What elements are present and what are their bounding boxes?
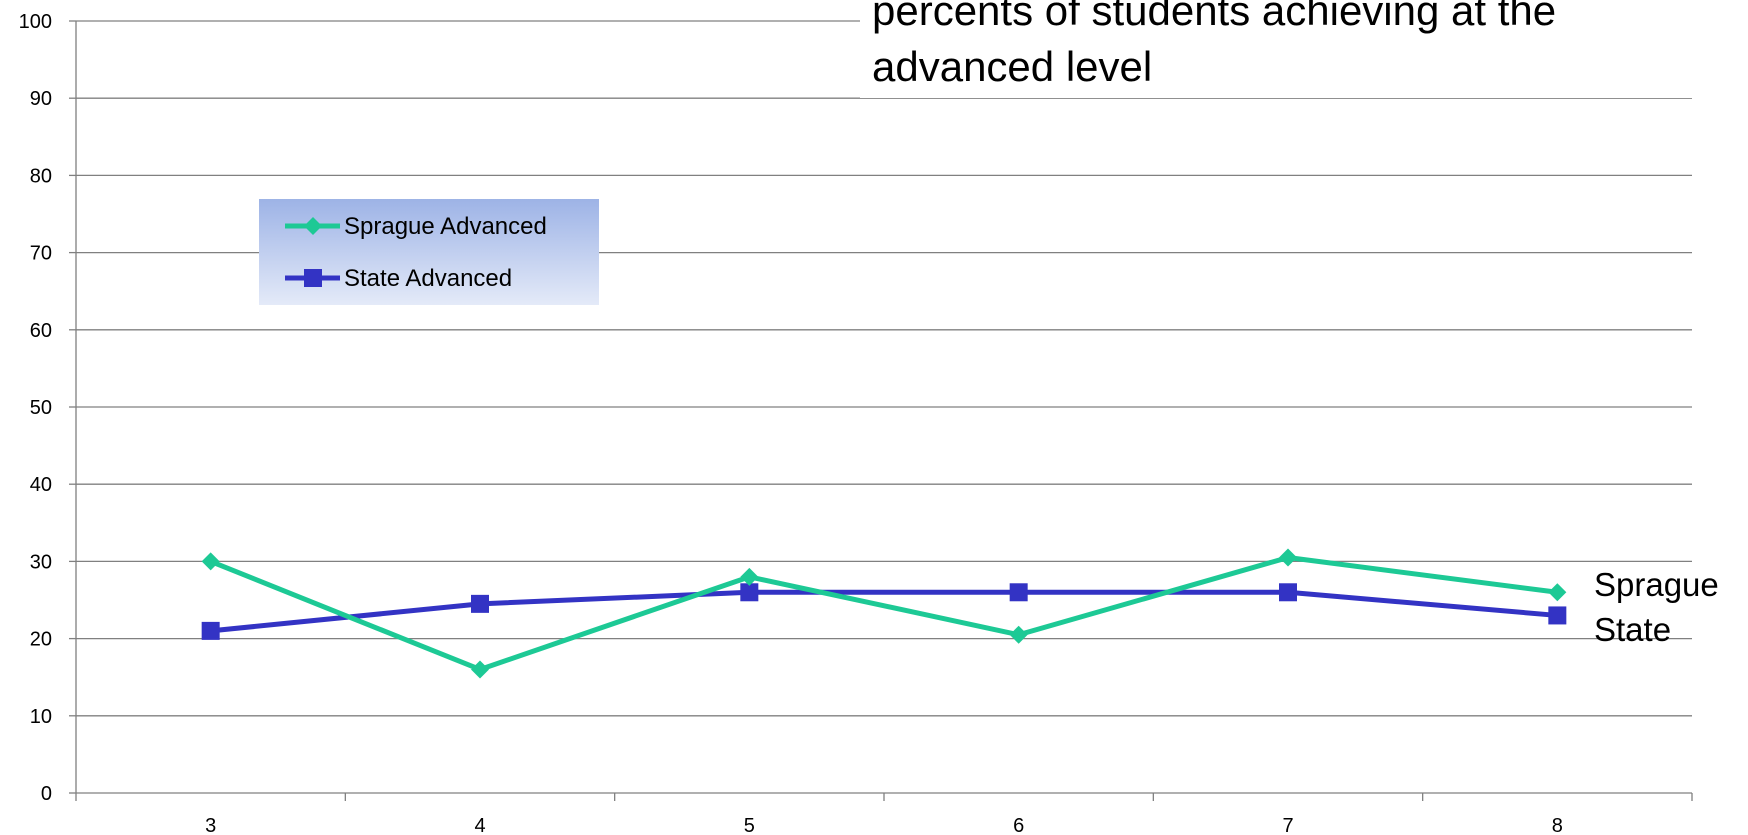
data-point: [201, 621, 220, 640]
legend: Sprague Advanced State Advanced: [259, 199, 599, 305]
data-point: [471, 660, 489, 679]
data-point: [740, 567, 759, 586]
legend-box: [259, 199, 599, 305]
chart-title: percents of students achieving at the ad…: [860, 0, 1748, 98]
y-tick-label: 70: [30, 243, 52, 265]
y-tick-label: 50: [30, 397, 52, 419]
data-point: [1548, 606, 1567, 625]
legend-label: State Advanced: [344, 265, 512, 292]
data-point: [471, 594, 489, 613]
x-tick-label: 7: [1282, 815, 1293, 835]
y-tick-label: 90: [30, 88, 52, 110]
x-tick-label: 5: [744, 815, 755, 835]
title-line-2: advanced level: [872, 43, 1152, 90]
end-label-state: State: [1594, 611, 1671, 648]
end-label-sprague: Sprague: [1594, 566, 1719, 603]
axes: [75, 21, 1693, 801]
data-point: [201, 552, 220, 571]
data-point: [1279, 583, 1297, 602]
y-tick-label: 100: [19, 11, 52, 33]
y-tick-labels: 0 10 20 30 40 50 60 70 80 90 100: [19, 11, 52, 805]
data-point: [1279, 548, 1297, 567]
legend-label: Sprague Advanced: [344, 213, 547, 240]
data-point: [1009, 583, 1028, 602]
y-tick-label: 40: [30, 474, 52, 496]
y-tick-label: 10: [30, 706, 52, 728]
y-tick-label: 0: [41, 783, 52, 805]
x-tick-labels: 3 4 5 6 7 8: [205, 815, 1563, 835]
series-state: [201, 583, 1567, 640]
data-point: [740, 583, 759, 602]
legend-swatch-marker: [304, 217, 322, 235]
x-tick-label: 6: [1013, 815, 1024, 835]
x-tick-label: 4: [474, 815, 485, 835]
legend-item-state: State Advanced: [285, 265, 512, 292]
x-tick-label: 8: [1552, 815, 1563, 835]
series-line: [209, 555, 1558, 672]
title-background: [860, 0, 1748, 98]
title-line-1: percents of students achieving at the: [872, 0, 1556, 34]
series-sprague: [201, 548, 1567, 679]
series-end-labels: Sprague State: [1594, 566, 1719, 648]
y-tick-label: 60: [30, 320, 52, 342]
series: [201, 548, 1567, 679]
y-tick-label: 80: [30, 165, 52, 187]
x-tick-label: 3: [205, 815, 216, 835]
legend-item-sprague: Sprague Advanced: [285, 213, 547, 240]
y-tick-label: 20: [30, 629, 52, 651]
legend-swatch-marker: [304, 269, 322, 287]
gridlines: [69, 20, 1692, 794]
y-tick-label: 30: [30, 551, 52, 573]
data-point: [1009, 625, 1028, 644]
series-line: [210, 589, 1558, 634]
data-point: [1548, 583, 1567, 602]
